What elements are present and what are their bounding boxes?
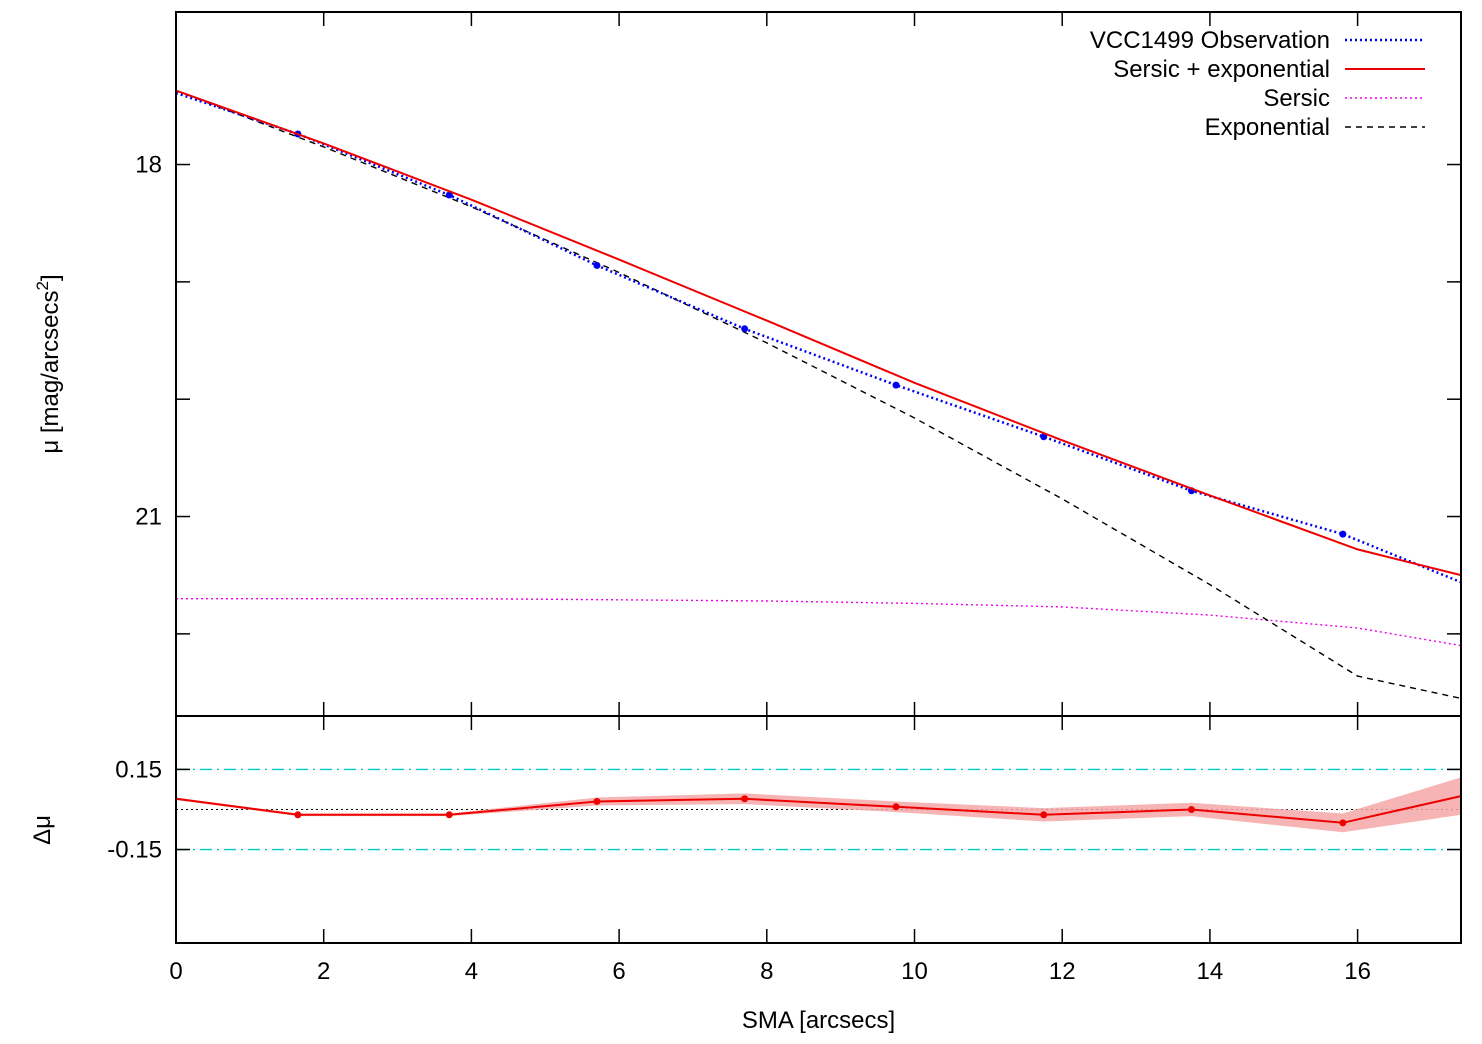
residuals-frame	[175, 715, 1462, 944]
legend-label-3: Exponential	[1205, 114, 1330, 141]
residual-point	[294, 811, 302, 819]
x-tick-label: 0	[169, 958, 182, 985]
x-tick-label: 2	[317, 958, 330, 985]
y-axis-title-superscript: 2	[33, 281, 52, 290]
residual-point	[1040, 811, 1048, 819]
y-tick-label: -0.15	[107, 837, 162, 864]
y-axis-title-main: μ [mag/arcsecs	[37, 290, 64, 453]
y-tick-label: 0.15	[115, 756, 162, 783]
residual-y-axis-title: Δμ	[29, 815, 56, 845]
profile-plot-area	[176, 89, 1461, 700]
y-axis-title-end: ]	[37, 274, 64, 281]
x-axis-title: SMA [arcsecs]	[742, 1007, 895, 1034]
x-tick-label: 14	[1197, 958, 1224, 985]
y-axis-title: μ [mag/arcsecs2]	[33, 274, 64, 453]
residual-point	[1187, 805, 1195, 813]
residual-point	[892, 803, 900, 811]
residuals-panel: 0.15 -0.15 0 2 4 6 8 10 12 14 16	[107, 715, 1462, 985]
residual-point	[445, 811, 453, 819]
observation-point	[1339, 530, 1347, 538]
legend-label-1: Sersic + exponential	[1113, 56, 1330, 83]
series-line-3	[176, 89, 1461, 700]
series-line-1	[176, 89, 1461, 577]
x-tick-label: 4	[465, 958, 478, 985]
residual-band	[176, 777, 1461, 833]
x-tick-label: 10	[901, 958, 928, 985]
residual-line	[176, 795, 1461, 824]
observation-point	[445, 191, 453, 199]
residuals-plot-area	[176, 768, 1461, 851]
observation-point	[1040, 433, 1048, 441]
series-line-2	[176, 598, 1461, 647]
residual-point	[1339, 819, 1347, 827]
y-tick-label: 18	[135, 152, 162, 179]
observation-point	[741, 325, 749, 333]
x-tick-label: 8	[760, 958, 773, 985]
observation-point	[892, 381, 900, 389]
x-tick-label: 16	[1344, 958, 1371, 985]
y-tick-label: 21	[135, 504, 162, 531]
x-tick-label: 6	[612, 958, 625, 985]
axis-titles: SMA [arcsecs]μ [mag/arcsecs2]Δμ	[29, 274, 895, 1034]
observation-point	[593, 261, 601, 269]
x-tick-label: 12	[1049, 958, 1076, 985]
legend-label-2: Sersic	[1263, 85, 1330, 112]
residual-point	[593, 797, 601, 805]
series-line-0	[176, 91, 1461, 584]
residual-point	[741, 795, 749, 803]
legend-label-0: VCC1499 Observation	[1090, 27, 1330, 54]
